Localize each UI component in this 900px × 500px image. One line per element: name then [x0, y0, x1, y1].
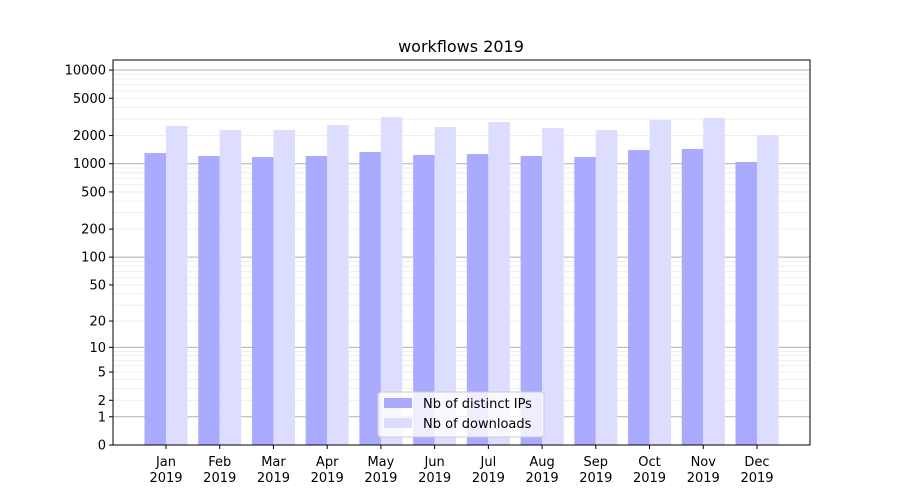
y-tick-label: 0	[98, 439, 106, 454]
bar-distinct-ips	[359, 151, 381, 445]
legend-label: Nb of downloads	[423, 417, 532, 432]
bar-distinct-ips	[144, 153, 166, 446]
x-tick-label: Feb 2019	[203, 455, 236, 486]
y-tick-label: 1	[98, 410, 106, 425]
x-tick-label: Jul 2019	[472, 455, 505, 486]
x-tick-label-line: 2019	[149, 471, 182, 486]
x-tick-label: Dec 2019	[740, 455, 773, 486]
x-tick-label-line: Sep	[584, 455, 609, 470]
legend-label: Nb of distinct IPs	[423, 397, 532, 412]
x-tick-label: Apr 2019	[311, 455, 344, 486]
x-tick-label-line: 2019	[740, 471, 773, 486]
bar-distinct-ips	[466, 154, 489, 445]
x-tick-label: Aug 2019	[526, 455, 559, 486]
x-tick-label-line: Dec	[744, 455, 769, 470]
x-tick-label-line: Oct	[638, 455, 660, 470]
bar-downloads	[219, 130, 242, 445]
x-tick-label: Jun 2019	[418, 455, 451, 486]
y-tick-label: 100	[81, 251, 106, 266]
x-tick-label: Oct 2019	[633, 455, 666, 486]
y-tick-label: 500	[81, 185, 106, 200]
x-tick-label-line: Aug	[529, 455, 554, 470]
x-tick-label: May 2019	[364, 455, 397, 486]
x-tick-label-line: 2019	[364, 471, 397, 486]
x-tick-label-line: 2019	[203, 471, 236, 486]
x-tick-label-line: 2019	[472, 471, 505, 486]
bar-downloads	[488, 122, 510, 445]
x-tick-label-line: 2019	[418, 471, 451, 486]
x-tick-label-line: Jan	[155, 455, 176, 470]
x-tick-label-line: 2019	[687, 471, 720, 486]
bar-downloads	[166, 125, 188, 445]
x-tick-label: Mar 2019	[257, 455, 290, 486]
bar-downloads	[273, 130, 295, 445]
y-tick-label: 1000	[73, 157, 106, 172]
legend-swatch	[384, 418, 412, 428]
bar-distinct-ips	[628, 150, 650, 446]
x-tick-label: Sep 2019	[579, 455, 612, 486]
y-tick-label: 5000	[73, 92, 106, 107]
y-tick-label: 2	[98, 394, 106, 409]
x-tick-label-line: Nov	[691, 455, 717, 470]
y-tick-label: 20	[89, 315, 106, 330]
y-tick-label: 10	[89, 341, 106, 356]
y-tick-label: 50	[89, 278, 106, 293]
x-tick-label-line: 2019	[579, 471, 612, 486]
bar-downloads	[649, 120, 672, 446]
bar-distinct-ips	[251, 157, 274, 446]
bar-distinct-ips	[735, 161, 757, 446]
bar-downloads	[380, 117, 403, 445]
x-tick-label-line: 2019	[526, 471, 559, 486]
bar-distinct-ips	[574, 157, 596, 446]
x-tick-label: Jan 2019	[149, 455, 182, 486]
y-tick-label: 10000	[65, 64, 106, 79]
y-tick-label: 5	[98, 366, 106, 381]
y-tick-label: 200	[81, 223, 106, 238]
x-tick-label-line: 2019	[311, 471, 344, 486]
x-tick-label-line: Mar	[261, 455, 286, 470]
x-tick-label-line: 2019	[633, 471, 666, 486]
bar-distinct-ips	[681, 148, 704, 445]
bar-downloads	[757, 135, 779, 445]
bar-downloads	[542, 128, 564, 445]
x-tick-label-line: Apr	[316, 455, 339, 470]
x-tick-label-line: 2019	[257, 471, 290, 486]
bar-downloads	[595, 130, 618, 445]
bar-distinct-ips	[520, 155, 543, 446]
bar-downloads	[703, 117, 725, 446]
legend-swatch	[384, 398, 412, 408]
x-tick-label: Nov 2019	[687, 455, 720, 486]
bar-distinct-ips	[198, 155, 220, 446]
bar-downloads	[434, 127, 457, 445]
bar-distinct-ips	[305, 155, 328, 446]
x-tick-label-line: Feb	[208, 455, 231, 470]
x-tick-label-line: Jun	[423, 455, 444, 470]
bar-distinct-ips	[413, 154, 435, 445]
legend-box	[377, 391, 545, 438]
chart-title: workflows 2019	[398, 37, 524, 56]
bar-downloads	[327, 125, 349, 445]
x-tick-label-line: May	[367, 455, 394, 470]
y-tick-label: 2000	[73, 129, 106, 144]
plot-frame	[112, 59, 811, 446]
x-tick-label-line: Jul	[480, 455, 497, 470]
